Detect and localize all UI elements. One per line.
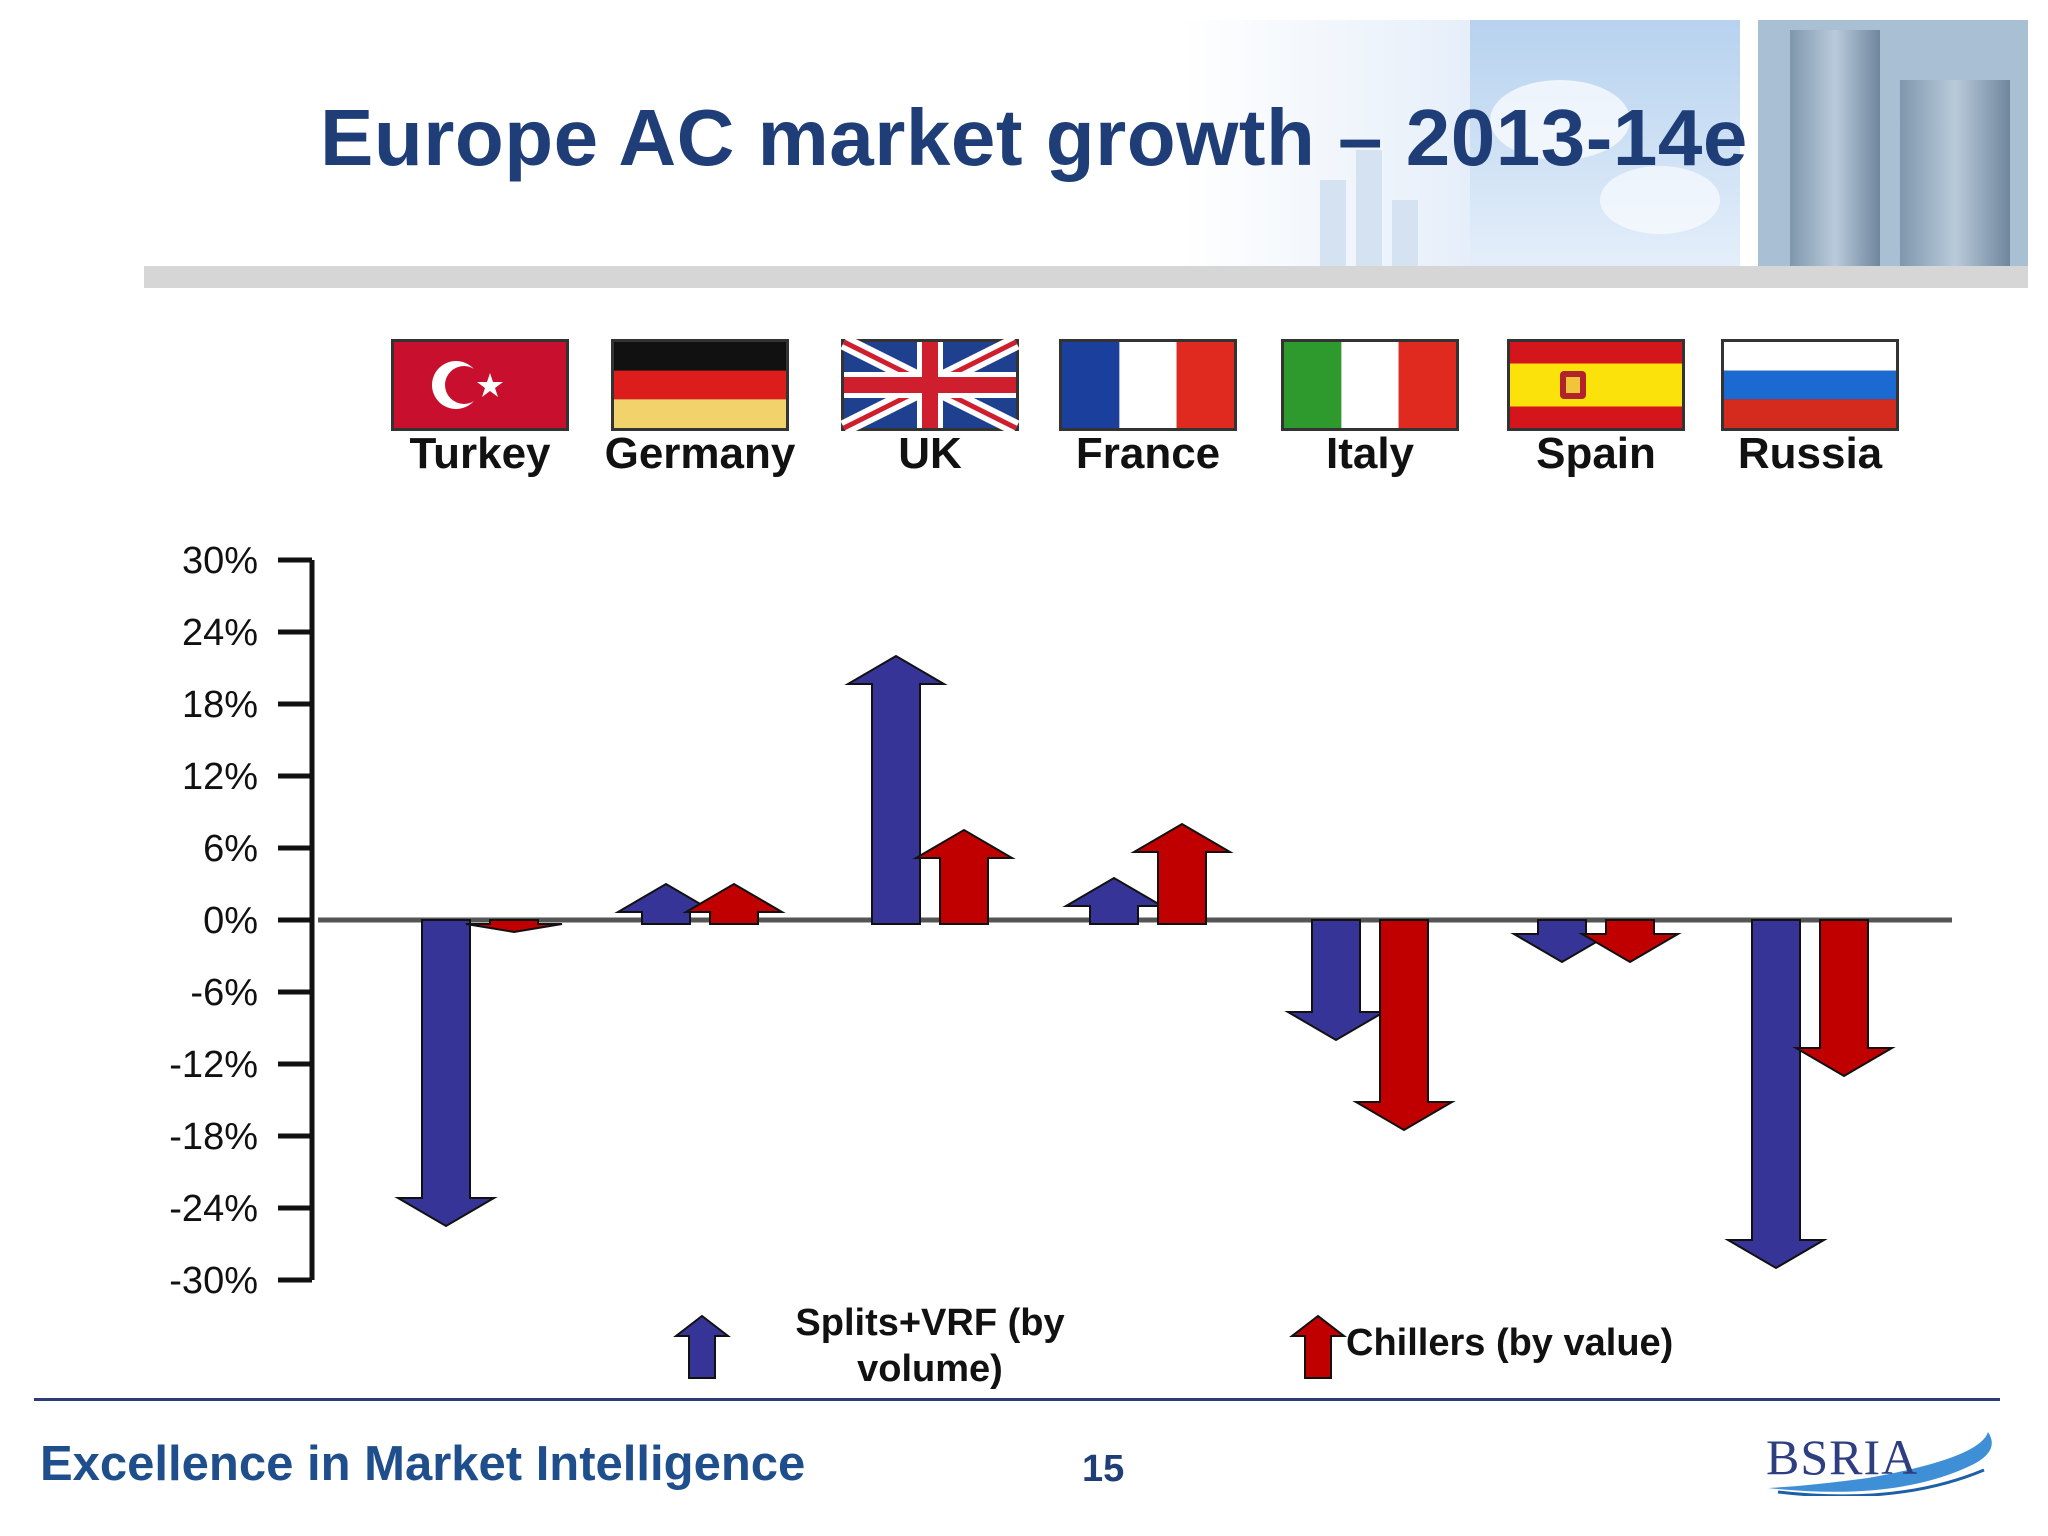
y-tick-label: -6% [190,972,258,1014]
country-label-italy: Italy [1326,429,1415,478]
country-label-russia: Russia [1738,429,1883,478]
y-tick-label: 6% [203,828,258,870]
splits-arrow-france [1062,876,1166,925]
germany-flag [611,339,789,431]
chillers-arrow-france [1130,822,1234,925]
y-tick-label: 24% [182,612,258,654]
y-tick-label: -30% [169,1260,258,1302]
logo-text: BSRIA [1766,1429,1919,1485]
chillers-arrow-italy [1352,919,1456,1132]
country-label-turkey: Turkey [409,429,551,478]
y-tick-label: 0% [203,900,258,942]
legend [673,1314,1347,1379]
y-tick-label: 12% [182,756,258,798]
y-axis: 30% 24% 18% 12% 6% 0% -6% -12% -18% -24% -30% [169,540,315,1302]
chillers-arrow-turkey [465,919,563,934]
splits-arrow-turkey [394,919,498,1228]
legend-label-splits: Splits+VRF (by volume) [795,1302,1065,1390]
slide-header: Europe AC market growth – 2013-14e [0,0,2048,300]
bsria-logo: BSRIA [1748,1416,2008,1496]
uk-flag [840,334,1020,436]
country-label-france: France [1076,429,1220,478]
logo-swoosh-icon [1768,1432,1992,1496]
legend-chillers-arrow-icon [1289,1314,1347,1379]
splits-arrow-italy [1284,919,1388,1042]
y-tick-label: -12% [169,1044,258,1086]
country-label-uk: UK [898,429,962,478]
y-tick-label: 30% [182,540,258,582]
legend-splits-arrow-icon [673,1314,731,1379]
russia-flag [1721,339,1899,431]
y-tick-label: 18% [182,684,258,726]
splits-arrow-spain [1510,919,1614,964]
flags-row [391,334,1899,436]
italy-flag [1281,339,1459,431]
chillers-arrow-spain [1578,919,1682,964]
y-tick-label: -24% [169,1188,258,1230]
country-label-germany: Germany [605,429,796,478]
splits-arrow-russia [1724,919,1828,1270]
chillers-arrow-germany [682,882,786,925]
chillers-arrow-uk [912,828,1016,925]
spain-flag [1507,339,1685,431]
country-labels: Turkey Germany UK France Italy Spain Russia [409,429,1882,478]
chillers-arrow-russia [1792,919,1896,1078]
turkey-flag [391,339,569,431]
header-banner-graphic [144,20,2028,288]
slide-title: Europe AC market growth – 2013-14e [320,93,1748,182]
splits-arrow-germany [614,882,718,925]
splits-arrow-uk [844,654,948,925]
footer-rule [34,1398,2000,1401]
footer-tagline: Excellence in Market Intelligence [40,1437,806,1491]
country-label-spain: Spain [1536,429,1656,478]
france-flag [1059,339,1237,431]
chart-marks [394,654,1896,1270]
y-tick-label: -18% [169,1116,258,1158]
legend-label-chillers: Chillers (by value) [1346,1322,1674,1364]
page-number: 15 [1082,1448,1125,1490]
